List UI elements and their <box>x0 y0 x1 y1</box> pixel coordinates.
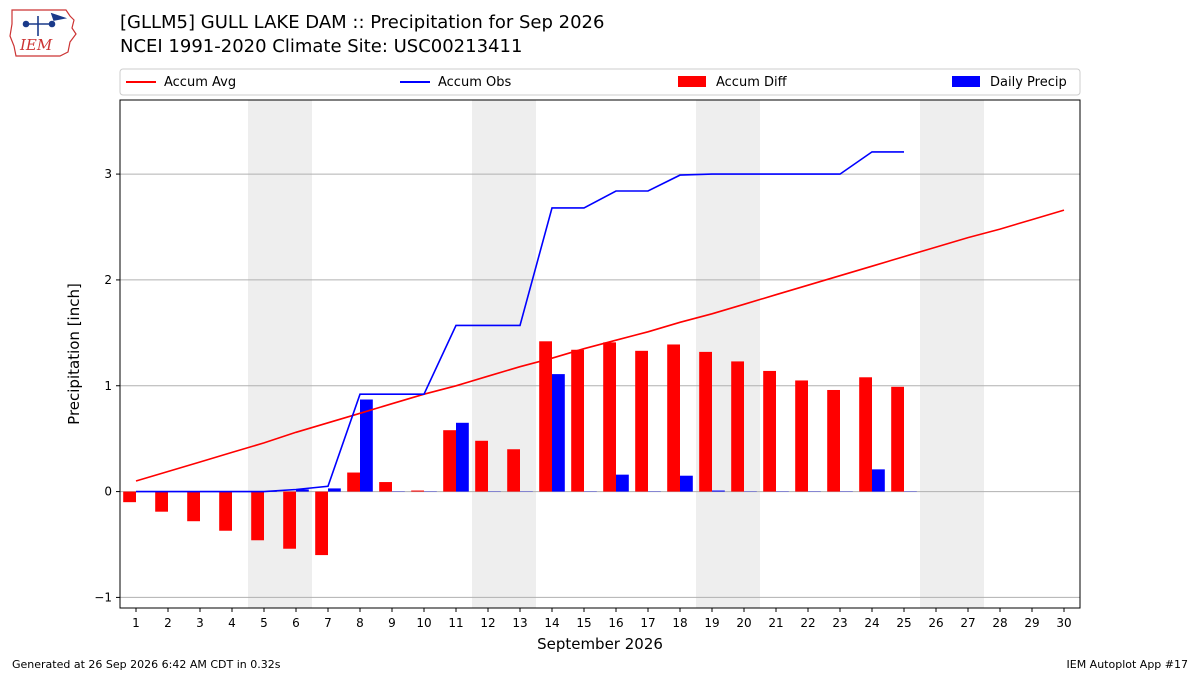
accum-diff-bar <box>699 351 712 492</box>
weekend-shade <box>472 100 536 608</box>
legend-accum-diff-label: Accum Diff <box>716 75 788 90</box>
y-tick-label: 0 <box>104 485 112 499</box>
bars <box>123 341 917 556</box>
x-tick-label: 23 <box>832 616 847 630</box>
x-tick-label: 8 <box>356 616 364 630</box>
accum-diff-bar <box>827 389 840 492</box>
x-tick-label: 27 <box>960 616 975 630</box>
accum-diff-bar <box>347 472 360 492</box>
accum-diff-bar <box>603 342 616 492</box>
accum-diff-bar <box>731 361 744 492</box>
legend-accum-obs-label: Accum Obs <box>438 75 511 90</box>
plot-frame <box>119 99 1081 609</box>
accum-diff-bar <box>219 491 232 531</box>
x-axis-label: September 2026 <box>537 635 663 653</box>
x-tick-label: 15 <box>576 616 591 630</box>
daily-precip-bar <box>360 399 373 492</box>
x-tick-label: 19 <box>704 616 719 630</box>
x-tick-label: 14 <box>544 616 559 630</box>
legend-daily-precip-swatch <box>952 76 980 87</box>
y-axis-label: Precipitation [inch] <box>65 283 83 425</box>
accum-diff-bar <box>283 491 296 549</box>
x-tick-label: 3 <box>196 616 204 630</box>
accum-diff-bar <box>443 430 456 492</box>
daily-precip-bar <box>296 489 309 492</box>
x-tick-label: 1 <box>132 616 140 630</box>
weather-station-icon <box>22 12 68 36</box>
y-tick-label: 3 <box>104 167 112 181</box>
y-tick-label: −1 <box>94 590 112 604</box>
accum-diff-bar <box>891 386 904 492</box>
weekend-shade <box>920 100 984 608</box>
accum-diff-bar <box>507 449 520 492</box>
accum-diff-bar <box>859 377 872 492</box>
legend-daily-precip-label: Daily Precip <box>990 75 1067 90</box>
x-tick-label: 17 <box>640 616 655 630</box>
x-tick-label: 18 <box>672 616 687 630</box>
x-tick-label: 24 <box>864 616 879 630</box>
footer-generated: Generated at 26 Sep 2026 6:42 AM CDT in … <box>12 658 281 671</box>
x-tick-label: 30 <box>1056 616 1071 630</box>
x-tick-label: 22 <box>800 616 815 630</box>
x-tick-label: 21 <box>768 616 783 630</box>
accum-obs-line <box>136 151 904 493</box>
x-tick-label: 11 <box>448 616 463 630</box>
accum-diff-bar <box>187 491 200 522</box>
x-tick-label: 20 <box>736 616 751 630</box>
accum-diff-bar <box>795 380 808 492</box>
accum-diff-bar <box>251 491 264 541</box>
iowa-outline-icon <box>9 9 77 57</box>
daily-precip-bar <box>328 488 341 492</box>
daily-precip-bar <box>872 469 885 492</box>
series-lines <box>135 151 1065 493</box>
legend-accum-diff-swatch <box>678 76 706 87</box>
accum-diff-bar <box>379 482 392 492</box>
y-tick-label: 1 <box>104 379 112 393</box>
x-tick-label: 12 <box>480 616 495 630</box>
x-tick-label: 5 <box>260 616 268 630</box>
accum-avg-line <box>135 209 1065 482</box>
accum-diff-bar <box>539 341 552 492</box>
daily-precip-bar <box>680 475 693 492</box>
x-tick-label: 13 <box>512 616 527 630</box>
legend: Accum Avg Accum Obs Accum Diff Daily Precip <box>119 68 1081 96</box>
x-tick-label: 29 <box>1024 616 1039 630</box>
x-tick-label: 28 <box>992 616 1007 630</box>
x-tick-label: 26 <box>928 616 943 630</box>
x-tick-label: 9 <box>388 616 396 630</box>
legend-accum-avg-label: Accum Avg <box>164 75 236 90</box>
x-tick-label: 16 <box>608 616 623 630</box>
chart-subtitle: NCEI 1991-2020 Climate Site: USC00213411 <box>120 36 523 57</box>
daily-precip-bar <box>616 474 629 492</box>
legend-box <box>119 68 1081 96</box>
accum-diff-bar <box>411 490 424 492</box>
accum-diff-bar <box>635 350 648 492</box>
y-tick-label: 2 <box>104 273 112 287</box>
daily-precip-bar <box>712 490 725 492</box>
chart-title: [GLLM5] GULL LAKE DAM :: Precipitation f… <box>120 12 605 33</box>
accum-diff-bar <box>667 344 680 492</box>
daily-precip-bar <box>552 374 565 492</box>
x-tick-label: 2 <box>164 616 172 630</box>
accum-diff-bar <box>763 370 776 492</box>
accum-diff-bar <box>475 440 488 492</box>
x-tick-label: 25 <box>896 616 911 630</box>
x-tick-label: 6 <box>292 616 300 630</box>
gridlines <box>120 173 1080 598</box>
accum-diff-bar <box>155 491 168 512</box>
accum-diff-bar <box>571 349 584 492</box>
x-tick-label: 4 <box>228 616 236 630</box>
footer-app: IEM Autoplot App #17 <box>1066 658 1189 671</box>
x-tick-label: 10 <box>416 616 431 630</box>
x-tick-label: 7 <box>324 616 332 630</box>
accum-diff-bar <box>123 491 136 503</box>
accum-diff-bar <box>315 491 328 556</box>
iem-logo: IEM <box>9 9 77 57</box>
logo-text: IEM <box>19 36 53 54</box>
daily-precip-bar <box>456 422 469 492</box>
